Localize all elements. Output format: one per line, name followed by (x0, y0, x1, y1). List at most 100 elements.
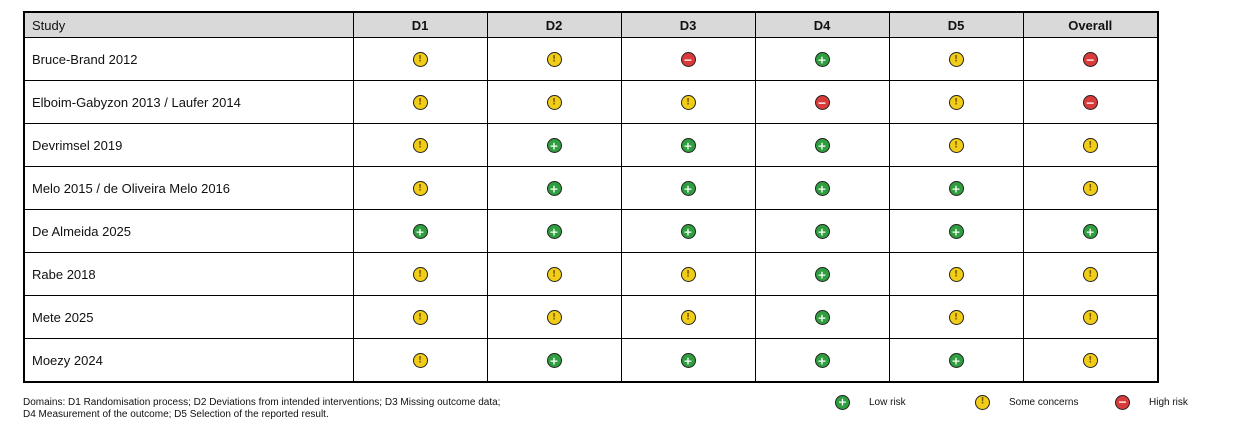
study-name: Mete 2025 (23, 295, 354, 339)
some-concerns-icon (680, 267, 696, 283)
rating-cell-overall (1022, 295, 1159, 339)
rating-cell-d4 (754, 295, 890, 339)
legend: Low risk Some concerns High risk (0, 393, 1248, 411)
high-risk-icon (1082, 95, 1098, 111)
rating-cell-overall (1022, 80, 1159, 124)
rating-cell-d3 (620, 166, 756, 210)
some-concerns-icon (412, 267, 428, 283)
low-risk-icon (835, 394, 850, 410)
low-risk-icon (814, 138, 830, 154)
low-risk-icon (546, 353, 562, 369)
some-concerns-icon (948, 138, 964, 154)
some-concerns-icon (412, 310, 428, 326)
rating-cell-d4 (754, 166, 890, 210)
rating-cell-d1 (352, 37, 488, 81)
header-d4: D4 (754, 11, 890, 38)
rating-cell-d3 (620, 209, 756, 253)
rating-cell-d4 (754, 209, 890, 253)
footnote-line-2: D4 Measurement of the outcome; D5 Select… (23, 409, 329, 420)
some-concerns-icon (546, 52, 562, 68)
rating-cell-d2 (486, 166, 622, 210)
low-risk-icon (680, 138, 696, 154)
low-risk-icon (546, 181, 562, 197)
some-concerns-icon (412, 138, 428, 154)
rating-cell-d5 (888, 209, 1024, 253)
high-risk-icon (680, 52, 696, 68)
some-concerns-icon (1082, 181, 1098, 197)
rating-cell-d2 (486, 252, 622, 296)
some-concerns-icon (948, 267, 964, 283)
table-row: Bruce-Brand 2012 (23, 37, 1159, 81)
rating-cell-d2 (486, 37, 622, 81)
rating-cell-d2 (486, 338, 622, 383)
legend-item-low: Low risk (835, 393, 906, 411)
low-risk-icon (680, 353, 696, 369)
table-row: Mete 2025 (23, 295, 1159, 339)
table-row: Melo 2015 / de Oliveira Melo 2016 (23, 166, 1159, 210)
study-name: Elboim-Gabyzon 2013 / Laufer 2014 (23, 80, 354, 124)
header-d5: D5 (888, 11, 1024, 38)
rating-cell-d5 (888, 295, 1024, 339)
rating-cell-d3 (620, 37, 756, 81)
domains-footnote: Domains: D1 Randomisation process; D2 De… (23, 397, 583, 421)
table-row: Rabe 2018 (23, 252, 1159, 296)
rating-cell-d1 (352, 80, 488, 124)
table-row: Devrimsel 2019 (23, 123, 1159, 167)
some-concerns-icon (1082, 353, 1098, 369)
rating-cell-d5 (888, 123, 1024, 167)
some-concerns-icon (680, 310, 696, 326)
low-risk-icon (948, 224, 964, 240)
rating-cell-overall (1022, 166, 1159, 210)
legend-item-some: Some concerns (975, 393, 1078, 411)
rating-cell-d1 (352, 166, 488, 210)
table-row: Moezy 2024 (23, 338, 1159, 383)
some-concerns-icon (546, 310, 562, 326)
rating-cell-d3 (620, 295, 756, 339)
rating-cell-d2 (486, 80, 622, 124)
rating-cell-d4 (754, 80, 890, 124)
rating-cell-d2 (486, 295, 622, 339)
risk-of-bias-table: Study D1 D2 D3 D4 D5 Overall Bruce-Brand… (23, 11, 1159, 383)
some-concerns-icon (546, 95, 562, 111)
some-concerns-icon (412, 181, 428, 197)
high-risk-icon (1115, 394, 1130, 410)
legend-label-some: Some concerns (1009, 396, 1079, 408)
study-name: De Almeida 2025 (23, 209, 354, 253)
rating-cell-d1 (352, 295, 488, 339)
low-risk-icon (546, 224, 562, 240)
some-concerns-icon (948, 52, 964, 68)
rating-cell-d3 (620, 80, 756, 124)
low-risk-icon (814, 267, 830, 283)
some-concerns-icon (680, 95, 696, 111)
some-concerns-icon (412, 95, 428, 111)
low-risk-icon (814, 181, 830, 197)
rating-cell-d2 (486, 123, 622, 167)
some-concerns-icon (412, 353, 428, 369)
legend-label-low: Low risk (869, 396, 906, 408)
table-body: Bruce-Brand 2012Elboim-Gabyzon 2013 / La… (23, 37, 1159, 383)
rating-cell-d1 (352, 123, 488, 167)
rating-cell-d3 (620, 123, 756, 167)
study-name: Devrimsel 2019 (23, 123, 354, 167)
study-name: Bruce-Brand 2012 (23, 37, 354, 81)
low-risk-icon (412, 224, 428, 240)
rating-cell-d4 (754, 252, 890, 296)
low-risk-icon (814, 310, 830, 326)
rating-cell-overall (1022, 37, 1159, 81)
some-concerns-icon (1082, 267, 1098, 283)
rating-cell-d5 (888, 37, 1024, 81)
rating-cell-d2 (486, 209, 622, 253)
low-risk-icon (948, 181, 964, 197)
table-row: De Almeida 2025 (23, 209, 1159, 253)
low-risk-icon (814, 353, 830, 369)
header-overall: Overall (1022, 11, 1159, 38)
some-concerns-icon (1082, 310, 1098, 326)
some-concerns-icon (948, 310, 964, 326)
header-d1: D1 (352, 11, 488, 38)
rating-cell-d4 (754, 37, 890, 81)
rating-cell-d1 (352, 338, 488, 383)
high-risk-icon (814, 95, 830, 111)
rating-cell-d1 (352, 209, 488, 253)
low-risk-icon (948, 353, 964, 369)
rating-cell-d4 (754, 338, 890, 383)
